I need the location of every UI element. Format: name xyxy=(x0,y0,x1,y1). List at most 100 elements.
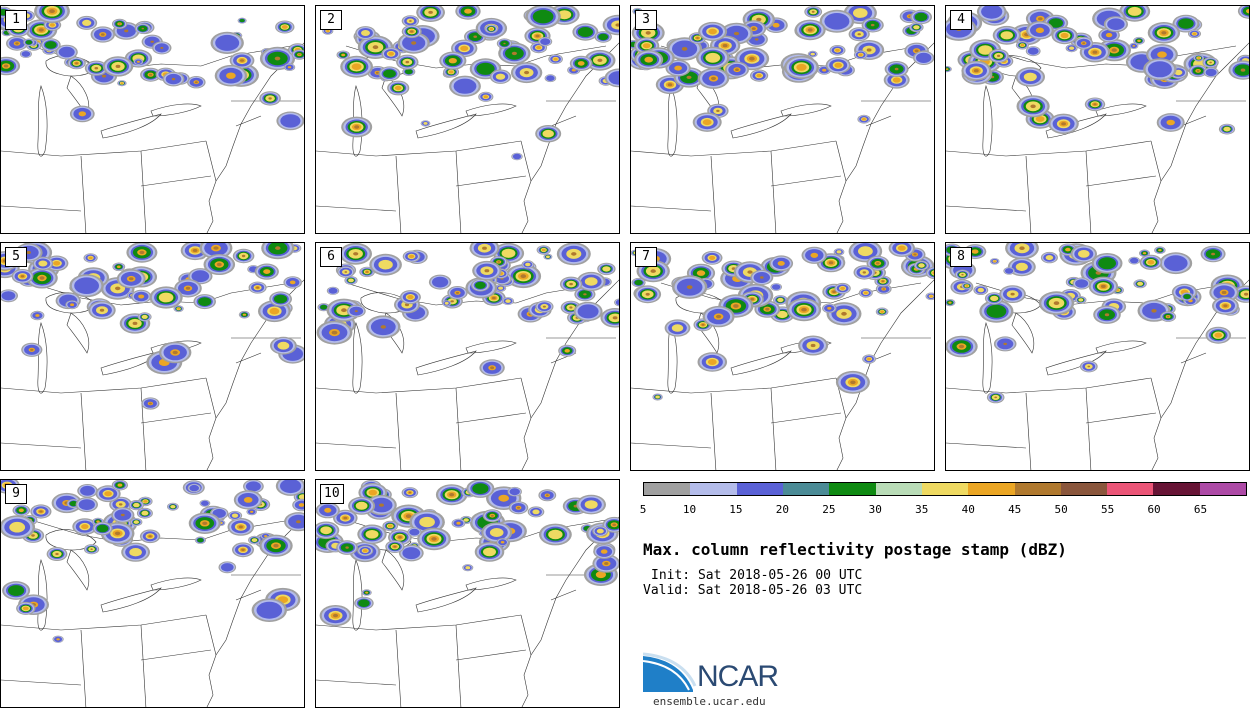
reflectivity-echo xyxy=(981,6,1003,19)
reflectivity-echo xyxy=(686,285,693,289)
map-boundary xyxy=(770,387,777,470)
colorbar-segment xyxy=(644,483,691,495)
reflectivity-echo xyxy=(274,294,288,304)
reflectivity-echo xyxy=(240,59,244,62)
reflectivity-echo xyxy=(569,306,573,309)
reflectivity-echo xyxy=(365,271,369,273)
reflectivity-echo xyxy=(756,17,762,22)
basemap xyxy=(1,480,304,707)
reflectivity-echo xyxy=(231,513,239,518)
map-boundary xyxy=(66,549,90,591)
map-boundary xyxy=(455,387,462,470)
reflectivity-echo xyxy=(722,44,728,48)
reflectivity-echo xyxy=(608,71,619,85)
reflectivity-echo xyxy=(1060,32,1069,39)
logo-name: NCAR xyxy=(697,660,779,693)
basemap xyxy=(316,243,619,470)
map-boundary xyxy=(982,85,993,157)
reflectivity-echo xyxy=(120,82,124,85)
reflectivity-echo xyxy=(495,73,506,80)
reflectivity-echo xyxy=(148,73,153,76)
reflectivity-echo xyxy=(82,19,92,26)
map-boundary xyxy=(770,150,777,233)
reflectivity-echo xyxy=(881,280,885,283)
reflectivity-echo xyxy=(863,291,868,295)
reflectivity-echo xyxy=(532,509,540,515)
reflectivity-echo xyxy=(353,252,359,256)
map-boundary xyxy=(1085,387,1092,470)
reflectivity-echo xyxy=(365,530,379,539)
chart-title: Max. column reflectivity postage stamp (… xyxy=(643,540,1067,559)
reflectivity-echo xyxy=(524,70,530,75)
reflectivity-echo xyxy=(432,276,449,288)
reflectivity-echo xyxy=(1246,8,1249,14)
reflectivity-echo xyxy=(170,505,176,509)
member-label: 2 xyxy=(320,10,342,30)
reflectivity-echo xyxy=(69,500,78,507)
reflectivity-echo xyxy=(1061,122,1066,126)
reflectivity-echo xyxy=(1197,56,1201,60)
map-boundary xyxy=(730,350,792,376)
reflectivity-echo xyxy=(449,493,455,497)
member-panel-2: 2 xyxy=(315,5,620,234)
member-label: 7 xyxy=(635,247,657,267)
reflectivity-echo xyxy=(263,269,271,274)
reflectivity-echo xyxy=(535,34,540,38)
reflectivity-echo xyxy=(1161,31,1167,35)
reflectivity-echo xyxy=(1092,50,1098,54)
map-boundary xyxy=(520,377,532,419)
reflectivity-echo xyxy=(810,343,816,348)
map-boundary xyxy=(352,322,363,394)
reflectivity-echo xyxy=(801,307,807,312)
map-boundary xyxy=(206,42,304,233)
reflectivity-echo xyxy=(274,56,281,61)
reflectivity-echo xyxy=(116,265,121,269)
reflectivity-echo xyxy=(25,40,33,45)
reflectivity-echo xyxy=(104,491,112,497)
reflectivity-echo xyxy=(380,325,386,329)
ncar-logo-icon xyxy=(643,652,697,692)
colorbar-segment xyxy=(1199,483,1247,495)
reflectivity-echo xyxy=(1101,284,1106,288)
reflectivity-echo xyxy=(807,28,813,32)
colorbar-tick-label: 25 xyxy=(822,503,836,516)
reflectivity-echo xyxy=(490,514,494,517)
reflectivity-echo xyxy=(81,524,89,530)
map-boundary xyxy=(946,205,1027,212)
reflectivity-echo xyxy=(754,38,759,41)
colorbar-tick-label: 30 xyxy=(868,503,882,516)
reflectivity-echo xyxy=(1166,315,1170,318)
reflectivity-echo xyxy=(977,287,984,293)
reflectivity-echo xyxy=(410,30,414,33)
reflectivity-echo xyxy=(378,259,393,270)
reflectivity-echo xyxy=(368,489,378,496)
member-panel-8: 8 xyxy=(945,242,1250,471)
reflectivity-echo xyxy=(444,301,449,305)
reflectivity-echo xyxy=(115,64,121,68)
reflectivity-echo xyxy=(1211,252,1216,256)
reflectivity-echo xyxy=(850,380,856,385)
reflectivity-echo xyxy=(101,74,107,78)
reflectivity-echo xyxy=(1005,268,1014,274)
reflectivity-echo xyxy=(198,297,212,306)
map-boundary xyxy=(316,679,397,686)
map-boundary xyxy=(770,175,842,187)
map-boundary xyxy=(140,150,147,233)
map-boundary xyxy=(1150,377,1162,419)
reflectivity-echo xyxy=(256,286,259,289)
reflectivity-echo xyxy=(344,271,348,273)
reflectivity-echo xyxy=(1158,249,1162,252)
reflectivity-echo xyxy=(1107,18,1125,30)
reflectivity-echo xyxy=(55,552,59,556)
reflectivity-echo xyxy=(583,293,587,296)
reflectivity-echo xyxy=(75,62,79,65)
reflectivity-echo xyxy=(1087,365,1091,368)
basemap xyxy=(1,243,304,470)
reflectivity-echo xyxy=(525,262,531,267)
reflectivity-echo xyxy=(541,248,546,252)
reflectivity-echo xyxy=(595,571,606,579)
reflectivity-echo xyxy=(387,524,393,528)
map-boundary xyxy=(1085,150,1092,233)
colorbar-segment xyxy=(875,483,922,495)
basemap xyxy=(946,243,1249,470)
